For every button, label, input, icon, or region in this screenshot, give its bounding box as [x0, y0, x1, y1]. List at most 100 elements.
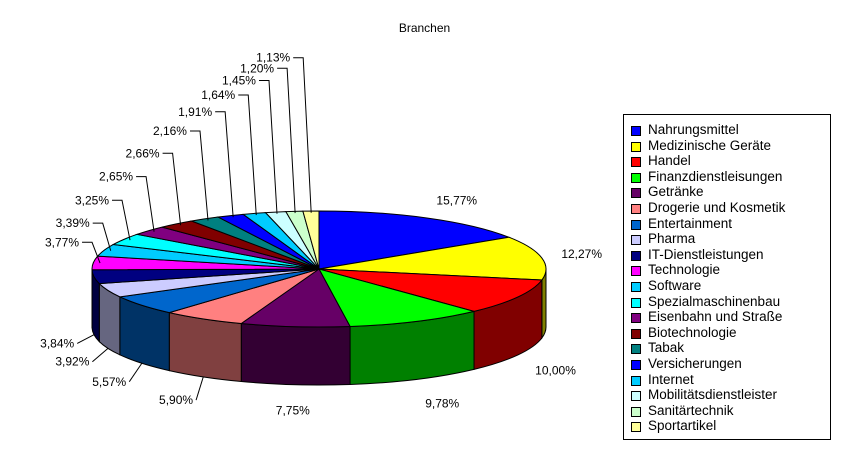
data-label-6: 5,90% [159, 393, 193, 407]
legend-swatch [631, 297, 641, 308]
data-label-leader-15 [189, 130, 209, 221]
data-label-leader-12 [112, 199, 131, 241]
data-label-11: 3,39% [56, 216, 90, 230]
data-label-13: 2,65% [99, 170, 133, 184]
data-label-9: 3,84% [40, 336, 74, 350]
legend-item: Getränke [631, 184, 704, 200]
data-label-leader-17 [238, 94, 257, 216]
legend-item: Spezialmaschinenbau [631, 293, 781, 309]
pie-slice-side-5 [240, 322, 351, 386]
chart-title: Branchen [398, 21, 451, 35]
legend-item: IT-Dienstleistungen [631, 246, 764, 262]
legend-swatch [631, 126, 641, 136]
data-label-leader-7 [128, 362, 143, 383]
data-label-14: 2,66% [126, 146, 160, 160]
data-label-leader-20 [293, 57, 312, 213]
legend-label: Eisenbahn und Straße [648, 309, 783, 325]
legend-label: Nahrungsmittel [648, 122, 739, 137]
pie-slice-side-6 [168, 311, 242, 383]
data-label-12: 3,25% [75, 193, 109, 207]
legend-swatch [631, 250, 641, 261]
legend-swatch [631, 313, 641, 324]
legend-label: Drogerie und Kosmetik [648, 200, 786, 215]
legend-label: Internet [648, 371, 694, 387]
data-label-leader-11 [92, 222, 112, 251]
data-label-2: 12,27% [561, 247, 602, 261]
data-label-leader-14 [162, 152, 182, 226]
legend-swatch [631, 422, 641, 433]
data-label-leader-6 [195, 376, 204, 401]
legend-item: Handel [631, 153, 691, 169]
legend-label: Medizinische Geräte [648, 137, 772, 153]
legend-label: Sportartikel [648, 418, 717, 434]
data-label-leader-9 [76, 334, 95, 344]
legend-item: Biotechnologie [631, 324, 737, 340]
legend-label: Pharma [648, 231, 696, 247]
data-label-20: 1,13% [256, 51, 290, 65]
data-label-leader-16 [215, 111, 234, 218]
legend-item: Versicherungen [631, 356, 742, 371]
legend-label: Getränke [648, 184, 704, 200]
legend-item: Medizinische Geräte [631, 137, 772, 153]
legend-item: Drogerie und Kosmetik [631, 200, 786, 215]
data-label-leader-13 [136, 176, 155, 232]
data-label-19: 1,20% [240, 61, 274, 75]
legend-label: IT-Dienstleistungen [648, 246, 764, 262]
data-label-17: 1,64% [201, 88, 235, 102]
legend-swatch [631, 235, 641, 246]
data-label-15: 2,16% [153, 124, 187, 138]
data-label-5: 7,75% [276, 404, 310, 418]
pie-slice-2 [318, 236, 547, 281]
legend-item: Pharma [631, 231, 696, 247]
legend-item: Technologie [631, 262, 721, 278]
data-label-leader-10 [82, 241, 101, 264]
legend-item: Entertainment [631, 215, 733, 231]
legend-item: Software [631, 278, 701, 293]
legend-item: Tabak [631, 340, 685, 356]
legend-swatch [631, 219, 641, 230]
pie-slice-1 [318, 210, 511, 270]
legend-label: Entertainment [648, 215, 733, 231]
legend-label: Finanzdienstleisungen [648, 168, 783, 184]
legend-item: Sanitärtechnik [631, 402, 734, 418]
legend-swatch [631, 188, 641, 199]
legend-item: Internet [631, 371, 694, 387]
data-label-4: 9,78% [425, 396, 459, 410]
data-label-8: 3,92% [55, 355, 89, 369]
data-label-leader-8 [92, 347, 109, 363]
legend-swatch [631, 282, 641, 292]
legend-item: Finanzdienstleisungen [631, 168, 783, 184]
data-label-3: 10,00% [535, 364, 576, 378]
data-label-16: 1,91% [178, 105, 212, 119]
legend-label: Handel [648, 153, 691, 169]
legend-label: Technologie [648, 262, 721, 278]
legend-swatch [631, 375, 641, 386]
legend-item: Nahrungsmittel [631, 122, 739, 137]
legend-label: Tabak [648, 340, 685, 356]
data-label-7: 5,57% [92, 375, 126, 389]
legend-swatch [631, 172, 641, 183]
legend-swatch [631, 266, 641, 277]
legend-label: Sanitärtechnik [648, 402, 734, 418]
data-label-1: 15,77% [436, 193, 477, 207]
legend-label: Spezialmaschinenbau [648, 293, 781, 309]
data-label-10: 3,77% [45, 235, 79, 249]
legend-swatch [631, 391, 641, 402]
pie-slice-5 [239, 268, 351, 328]
legend-swatch [631, 157, 641, 168]
legend-label: Biotechnologie [648, 324, 737, 340]
legend-swatch [631, 204, 641, 214]
legend-item: Mobilitätsdienstleister [631, 387, 777, 402]
legend-item: Eisenbahn und Straße [631, 309, 783, 325]
pie-slice-4 [318, 268, 475, 327]
legend-label: Versicherungen [648, 356, 742, 371]
legend-swatch [631, 344, 641, 355]
data-label-leader-18 [258, 79, 278, 214]
legend-swatch [631, 406, 641, 417]
pie-slice-3 [318, 268, 543, 312]
legend-swatch [631, 328, 641, 339]
data-label-leader-19 [277, 67, 296, 214]
legend-swatch [631, 360, 641, 370]
legend-swatch [631, 141, 641, 152]
